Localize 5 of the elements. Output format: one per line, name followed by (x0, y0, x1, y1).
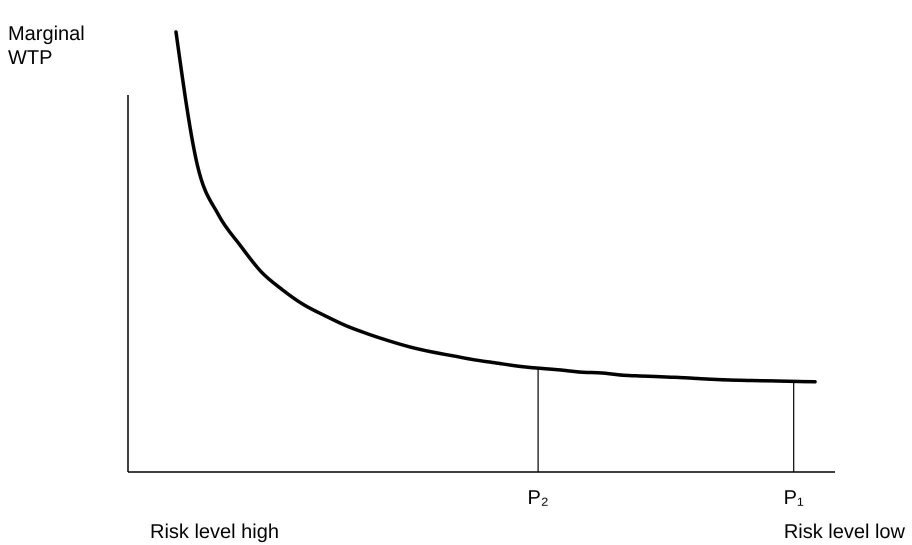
x-tick-label: P₁ (784, 487, 804, 509)
x-tick-label: P₂ (528, 487, 549, 509)
y-axis-title: Marginal WTP (8, 23, 85, 69)
text: Risk level low (784, 521, 906, 543)
text: Risk level high (150, 521, 279, 543)
